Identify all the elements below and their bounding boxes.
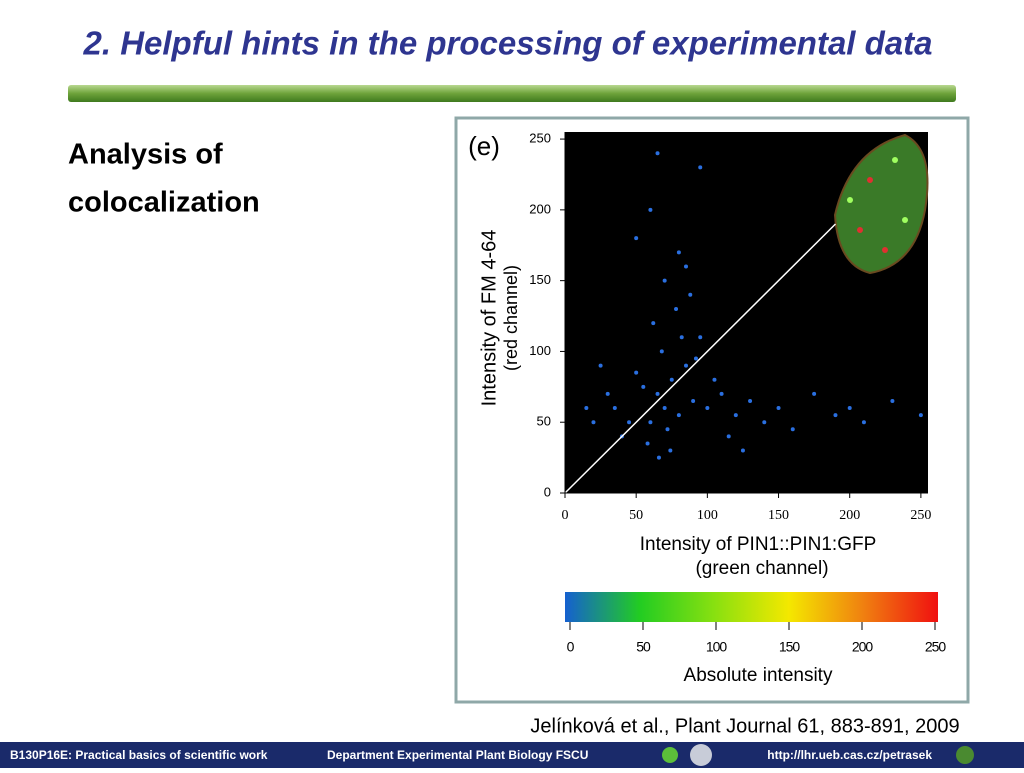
- point: [668, 448, 673, 453]
- footer-department: Department Experimental Plant Biology FS…: [327, 748, 588, 762]
- x-tick-label: 200: [839, 508, 860, 523]
- point: [719, 391, 724, 396]
- colorbar-tick-label: 250: [925, 639, 947, 655]
- point: [662, 406, 667, 411]
- point: [684, 363, 688, 368]
- footer-url: http://lhr.ueb.cas.cz/petrasek: [767, 748, 932, 762]
- point: [605, 391, 610, 396]
- leaf-spot: [847, 197, 853, 203]
- point: [591, 420, 596, 425]
- point: [790, 427, 795, 432]
- leaf-inset: [833, 133, 929, 275]
- leaf-spot: [882, 247, 888, 253]
- point: [918, 413, 923, 418]
- point: [648, 207, 653, 212]
- point: [662, 278, 667, 283]
- point: [726, 434, 731, 439]
- point: [674, 306, 679, 311]
- point: [698, 335, 703, 340]
- footer-bar: [0, 742, 1024, 768]
- point: [688, 292, 693, 297]
- point: [655, 391, 660, 396]
- point: [634, 236, 639, 241]
- point: [693, 356, 698, 361]
- y-tick-label: 100: [529, 343, 551, 358]
- y-tick-label: 200: [529, 201, 551, 216]
- leaf-spot: [892, 157, 898, 163]
- point: [740, 448, 745, 453]
- colorbar-tick-label: 50: [636, 639, 651, 655]
- point: [705, 406, 710, 411]
- point: [812, 391, 817, 396]
- point: [679, 335, 684, 340]
- footer-logo: [662, 747, 678, 763]
- point: [691, 398, 696, 403]
- y-axis-label: Intensity of FM 4-64: [478, 230, 500, 407]
- x-tick-label: 100: [697, 508, 718, 523]
- point: [584, 406, 589, 411]
- point: [655, 151, 660, 156]
- reference-line: [564, 223, 836, 494]
- point: [648, 420, 653, 425]
- leaf-spot: [857, 227, 863, 233]
- leaf-spot: [902, 217, 908, 223]
- point: [833, 413, 838, 418]
- point: [656, 455, 661, 460]
- point: [712, 377, 717, 382]
- point: [676, 413, 681, 418]
- point: [684, 264, 688, 269]
- point: [665, 427, 670, 432]
- point: [676, 250, 681, 255]
- y-tick-label: 0: [544, 484, 551, 499]
- point: [669, 377, 674, 382]
- point: [641, 384, 646, 389]
- footer-logo: [956, 746, 974, 764]
- x-tick-label: 50: [629, 508, 643, 523]
- point: [748, 398, 753, 403]
- point: [627, 420, 632, 425]
- footer-course: B130P16E: Practical basics of scientific…: [10, 748, 268, 762]
- citation: Jelínková et al., Plant Journal 61, 883-…: [530, 715, 959, 737]
- heading: Analysis of: [68, 139, 223, 171]
- colorbar-label: Absolute intensity: [684, 665, 833, 686]
- x-axis-label: Intensity of PIN1::PIN1:GFP: [640, 534, 877, 555]
- y-tick-label: 50: [537, 414, 551, 429]
- y-axis-label: (red channel): [501, 265, 521, 371]
- title-rule: [68, 85, 956, 102]
- point: [659, 349, 664, 354]
- x-tick-label: 250: [910, 508, 931, 523]
- colorbar-tick-label: 0: [567, 639, 575, 655]
- point: [762, 420, 767, 425]
- colorbar-tick-label: 200: [852, 639, 874, 655]
- panel-label: (e): [468, 131, 500, 161]
- point: [651, 321, 656, 326]
- y-tick-label: 150: [529, 272, 551, 287]
- point: [612, 406, 617, 411]
- point: [861, 420, 866, 425]
- point: [634, 370, 639, 375]
- y-tick-label: 250: [529, 131, 551, 146]
- colorbar-tick-label: 150: [779, 639, 801, 655]
- x-tick-label: 0: [562, 508, 569, 523]
- footer-logo: [690, 744, 712, 766]
- x-axis-label: (green channel): [695, 558, 828, 579]
- leaf: [833, 133, 929, 275]
- slide-title: 2. Helpful hints in the processing of ex…: [83, 25, 933, 62]
- point: [847, 406, 852, 411]
- point: [776, 406, 781, 411]
- colorbar-tick-label: 100: [706, 639, 728, 655]
- point: [645, 441, 650, 446]
- colorbar: [565, 592, 938, 622]
- heading: colocalization: [68, 187, 260, 219]
- point: [890, 398, 895, 403]
- point: [698, 165, 703, 170]
- x-tick-label: 150: [768, 508, 789, 523]
- point: [598, 363, 603, 368]
- leaf-spot: [867, 177, 873, 183]
- point: [733, 413, 738, 418]
